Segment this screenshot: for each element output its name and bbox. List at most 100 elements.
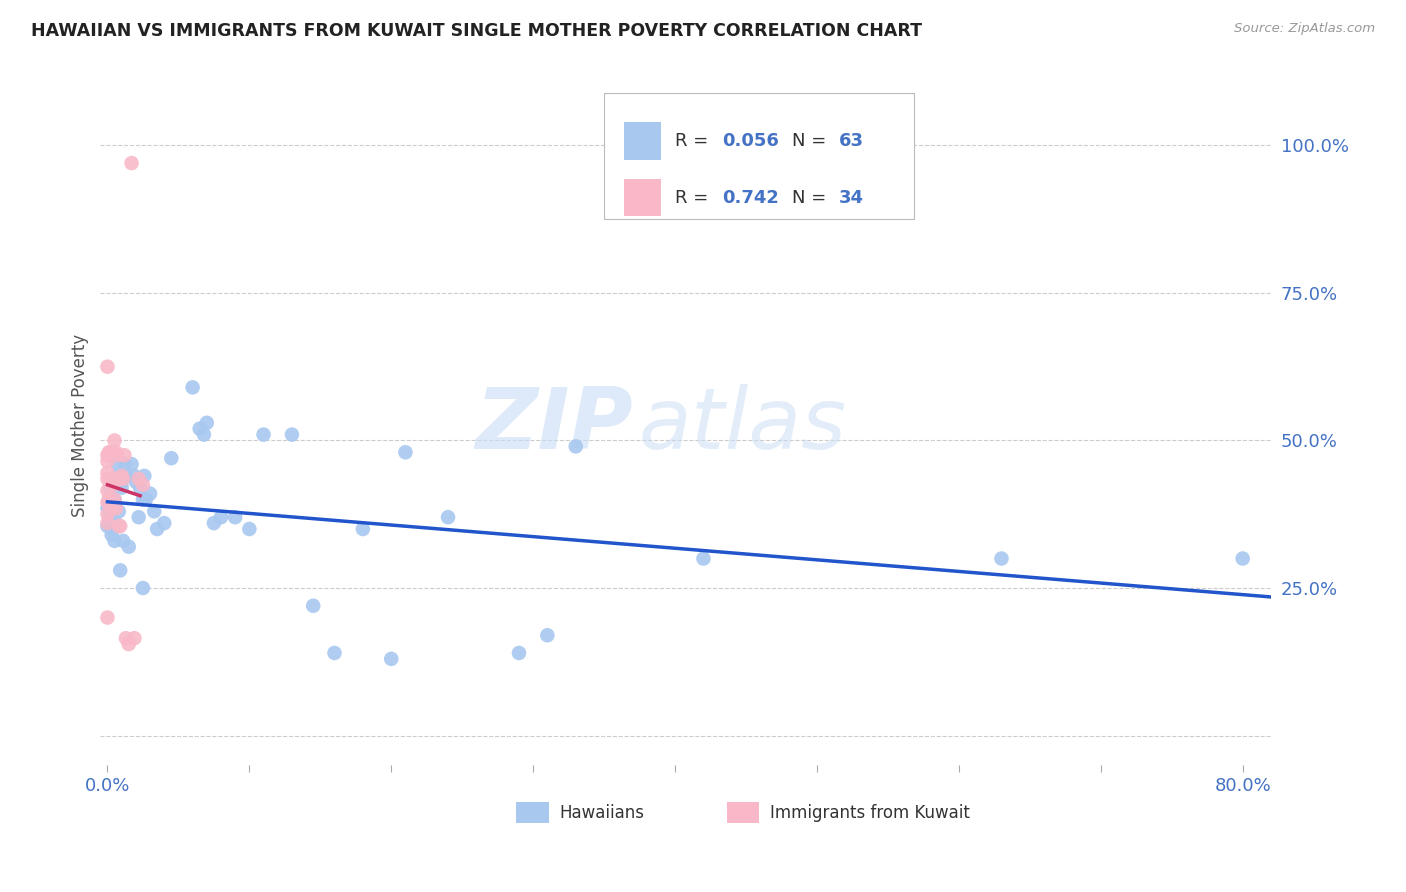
FancyBboxPatch shape xyxy=(603,93,914,219)
Point xyxy=(146,522,169,536)
Point xyxy=(111,481,134,495)
Point xyxy=(100,528,122,542)
Text: HAWAIIAN VS IMMIGRANTS FROM KUWAIT SINGLE MOTHER POVERTY CORRELATION CHART: HAWAIIAN VS IMMIGRANTS FROM KUWAIT SINGL… xyxy=(31,22,922,40)
Point xyxy=(692,551,714,566)
Point xyxy=(98,508,121,522)
Point xyxy=(536,628,558,642)
Point xyxy=(96,501,118,516)
Point xyxy=(124,469,146,483)
Bar xyxy=(624,178,661,216)
Point xyxy=(103,516,125,530)
Text: 34: 34 xyxy=(839,188,865,207)
Point xyxy=(96,454,118,468)
Point xyxy=(128,510,150,524)
Point xyxy=(380,652,402,666)
Point xyxy=(97,492,120,507)
Point xyxy=(110,563,132,577)
Point xyxy=(323,646,346,660)
Point xyxy=(352,522,374,536)
Point xyxy=(103,492,125,507)
Point xyxy=(118,540,141,554)
Point xyxy=(100,508,122,522)
Point xyxy=(101,477,124,491)
Point xyxy=(134,469,156,483)
Point xyxy=(98,445,121,459)
Point xyxy=(1232,551,1254,566)
Point xyxy=(100,522,122,536)
Point xyxy=(302,599,325,613)
Point xyxy=(112,472,135,486)
Text: atlas: atlas xyxy=(638,384,846,467)
Point xyxy=(209,510,232,524)
Point xyxy=(96,448,118,462)
Point xyxy=(96,519,118,533)
Point xyxy=(107,504,129,518)
Point xyxy=(153,516,176,530)
Point xyxy=(188,422,211,436)
Point xyxy=(103,533,125,548)
Point xyxy=(143,504,166,518)
Point xyxy=(100,501,122,516)
Point xyxy=(128,472,150,486)
Point xyxy=(394,445,416,459)
Point xyxy=(97,445,120,459)
Point xyxy=(100,516,122,530)
Point xyxy=(193,427,215,442)
Y-axis label: Single Mother Poverty: Single Mother Poverty xyxy=(72,334,89,517)
Point xyxy=(103,434,125,448)
Text: N =: N = xyxy=(792,132,832,150)
Point xyxy=(121,457,143,471)
Point xyxy=(135,492,157,507)
Text: 0.742: 0.742 xyxy=(723,188,779,207)
Point xyxy=(129,481,152,495)
Point xyxy=(107,519,129,533)
Point xyxy=(202,516,225,530)
Point xyxy=(115,631,138,645)
Point xyxy=(96,508,118,522)
Text: 63: 63 xyxy=(839,132,865,150)
Point xyxy=(114,457,136,471)
Point xyxy=(112,533,135,548)
Point xyxy=(281,427,304,442)
Point xyxy=(100,472,122,486)
Point xyxy=(181,380,204,394)
Point xyxy=(98,481,121,495)
Point xyxy=(111,469,134,483)
Point xyxy=(97,492,120,507)
Point xyxy=(110,519,132,533)
Text: ZIP: ZIP xyxy=(475,384,633,467)
Point xyxy=(125,475,148,489)
Point xyxy=(96,516,118,530)
Text: N =: N = xyxy=(792,188,832,207)
Point xyxy=(132,581,155,595)
Point xyxy=(195,416,218,430)
Point xyxy=(508,646,530,660)
Point xyxy=(104,445,127,459)
Point xyxy=(139,486,162,500)
Point xyxy=(238,522,260,536)
Point xyxy=(101,504,124,518)
Point xyxy=(107,475,129,489)
Point xyxy=(115,469,138,483)
Point xyxy=(105,448,128,462)
Point xyxy=(111,475,134,489)
Point xyxy=(124,631,146,645)
Point xyxy=(114,448,136,462)
Point xyxy=(160,451,183,466)
Point xyxy=(252,427,274,442)
Point xyxy=(96,466,118,480)
Point xyxy=(104,516,127,530)
Text: R =: R = xyxy=(675,132,714,150)
Point xyxy=(132,477,155,491)
Point xyxy=(224,510,246,524)
Point xyxy=(96,359,118,374)
Text: Immigrants from Kuwait: Immigrants from Kuwait xyxy=(770,804,970,822)
Point xyxy=(96,472,118,486)
Point xyxy=(96,495,118,509)
Point xyxy=(96,483,118,498)
Point xyxy=(104,501,127,516)
Text: R =: R = xyxy=(675,188,714,207)
Bar xyxy=(624,122,661,160)
Point xyxy=(990,551,1012,566)
Point xyxy=(105,469,128,483)
